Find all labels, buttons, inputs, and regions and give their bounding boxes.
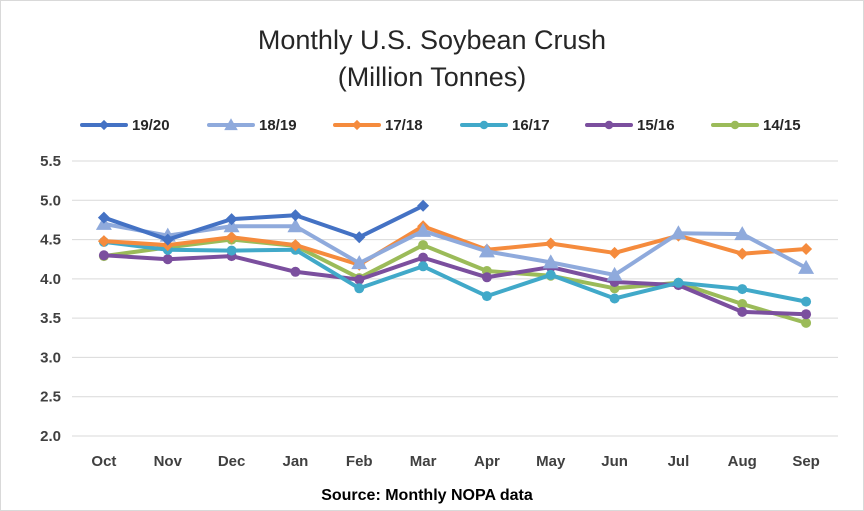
data-point-18-19 [478, 243, 495, 258]
data-point-15-16 [98, 250, 109, 261]
series-line-15-16 [101, 253, 809, 317]
data-point-16-17 [673, 277, 684, 288]
series-line-18-19 [101, 221, 809, 277]
y-tick-label: 3.0 [40, 349, 61, 366]
legend-marker [604, 120, 614, 130]
legend-entry-14-15: 14/15 [711, 117, 801, 134]
data-point-18-19 [670, 225, 687, 240]
x-tick-label-aug: Aug [728, 453, 757, 470]
series-15-16 [98, 250, 812, 320]
y-tick-label: 5.5 [40, 153, 61, 170]
data-point-18-19 [542, 254, 559, 269]
y-axis-ticks: 2.0 2.5 3.0 3.5 4.0 4.5 5.0 5.5 [40, 153, 61, 445]
data-point-17-18 [97, 235, 110, 248]
data-point-19-20 [417, 199, 430, 212]
series-19-20 [97, 199, 430, 246]
data-point-16-17 [801, 296, 812, 307]
data-point-14-15 [418, 240, 429, 251]
data-point-14-15 [801, 317, 812, 328]
legend-marker [351, 119, 363, 131]
legend-marker [730, 120, 740, 130]
legend-label: 16/17 [512, 117, 550, 134]
y-tick-label: 3.5 [40, 310, 61, 327]
legend-label: 17/18 [385, 117, 423, 134]
source-note: Source: Monthly NOPA data [321, 487, 533, 504]
data-point-16-17 [226, 245, 237, 256]
legend-label: 19/20 [132, 117, 170, 134]
series-18-19 [95, 215, 815, 281]
y-tick-label: 2.5 [40, 389, 61, 406]
data-point-16-17 [354, 283, 365, 294]
x-tick-label-may: May [536, 453, 566, 470]
data-point-19-20 [353, 231, 366, 244]
x-tick-label-apr: Apr [474, 453, 500, 470]
x-axis-ticks: Oct Nov Dec Jan Feb Mar Apr May Jun Jul Aug Sep [91, 453, 819, 470]
chart-title-line-1: Monthly U.S. Soybean Crush [258, 25, 606, 55]
data-point-19-20 [97, 211, 110, 224]
series-line-19-20 [101, 203, 426, 242]
x-tick-label-nov: Nov [154, 453, 183, 470]
series-line-17-18 [101, 224, 809, 267]
y-tick-label: 4.5 [40, 232, 61, 249]
data-point-15-16 [801, 309, 812, 320]
data-point-14-15 [737, 299, 748, 309]
data-point-18-19 [223, 218, 240, 233]
chart-title-line-2: (Million Tonnes) [338, 62, 527, 92]
x-tick-label-oct: Oct [91, 453, 116, 470]
data-point-18-19 [734, 226, 751, 241]
x-tick-label-sep: Sep [792, 453, 820, 470]
legend: 19/20 18/19 17/18 16/17 15/16 14/15 [80, 117, 801, 134]
data-point-19-20 [225, 213, 238, 226]
legend-entry-19-20: 19/20 [80, 117, 170, 134]
data-point-15-16 [354, 274, 365, 285]
data-point-17-18 [544, 237, 557, 250]
series-layer [95, 199, 815, 328]
data-point-18-19 [606, 266, 623, 281]
legend-entry-16-17: 16/17 [460, 117, 550, 134]
data-point-15-16 [418, 252, 429, 263]
data-point-16-17 [418, 261, 429, 272]
data-point-15-16 [737, 306, 748, 317]
x-tick-label-dec: Dec [218, 453, 246, 470]
data-point-16-17 [609, 293, 620, 304]
data-point-17-18 [800, 243, 813, 255]
data-point-15-16 [290, 266, 301, 277]
series-line-16-17 [101, 239, 809, 304]
data-point-19-20 [289, 209, 302, 222]
legend-entry-18-19: 18/19 [207, 117, 297, 134]
y-tick-label: 4.0 [40, 271, 61, 288]
legend-entry-17-18: 17/18 [333, 117, 423, 134]
y-tick-label: 5.0 [40, 192, 61, 209]
legend-label: 18/19 [259, 117, 297, 134]
x-tick-label-feb: Feb [346, 453, 373, 470]
y-tick-label: 2.0 [40, 428, 61, 445]
series-line-14-15 [101, 237, 809, 325]
data-point-18-19 [798, 259, 815, 274]
data-point-17-18 [736, 247, 749, 260]
data-point-19-20 [161, 233, 174, 246]
data-point-18-19 [415, 222, 432, 237]
legend-label: 15/16 [637, 117, 675, 134]
data-point-16-17 [545, 269, 556, 280]
data-point-16-17 [481, 291, 492, 302]
x-tick-label-jun: Jun [601, 453, 628, 470]
data-point-18-19 [287, 218, 304, 233]
x-tick-label-jan: Jan [282, 453, 308, 470]
data-point-15-16 [162, 254, 173, 265]
legend-marker [224, 118, 238, 131]
data-point-18-19 [351, 255, 368, 270]
data-point-15-16 [481, 272, 492, 283]
legend-label: 14/15 [763, 117, 801, 134]
legend-entry-15-16: 15/16 [585, 117, 675, 134]
data-point-17-18 [608, 246, 621, 259]
legend-marker [98, 119, 110, 131]
x-tick-label-mar: Mar [410, 453, 437, 470]
legend-marker [479, 120, 489, 130]
x-tick-label-jul: Jul [668, 453, 690, 470]
data-point-17-18 [289, 239, 302, 252]
data-point-17-18 [225, 231, 238, 244]
data-point-16-17 [737, 284, 748, 295]
